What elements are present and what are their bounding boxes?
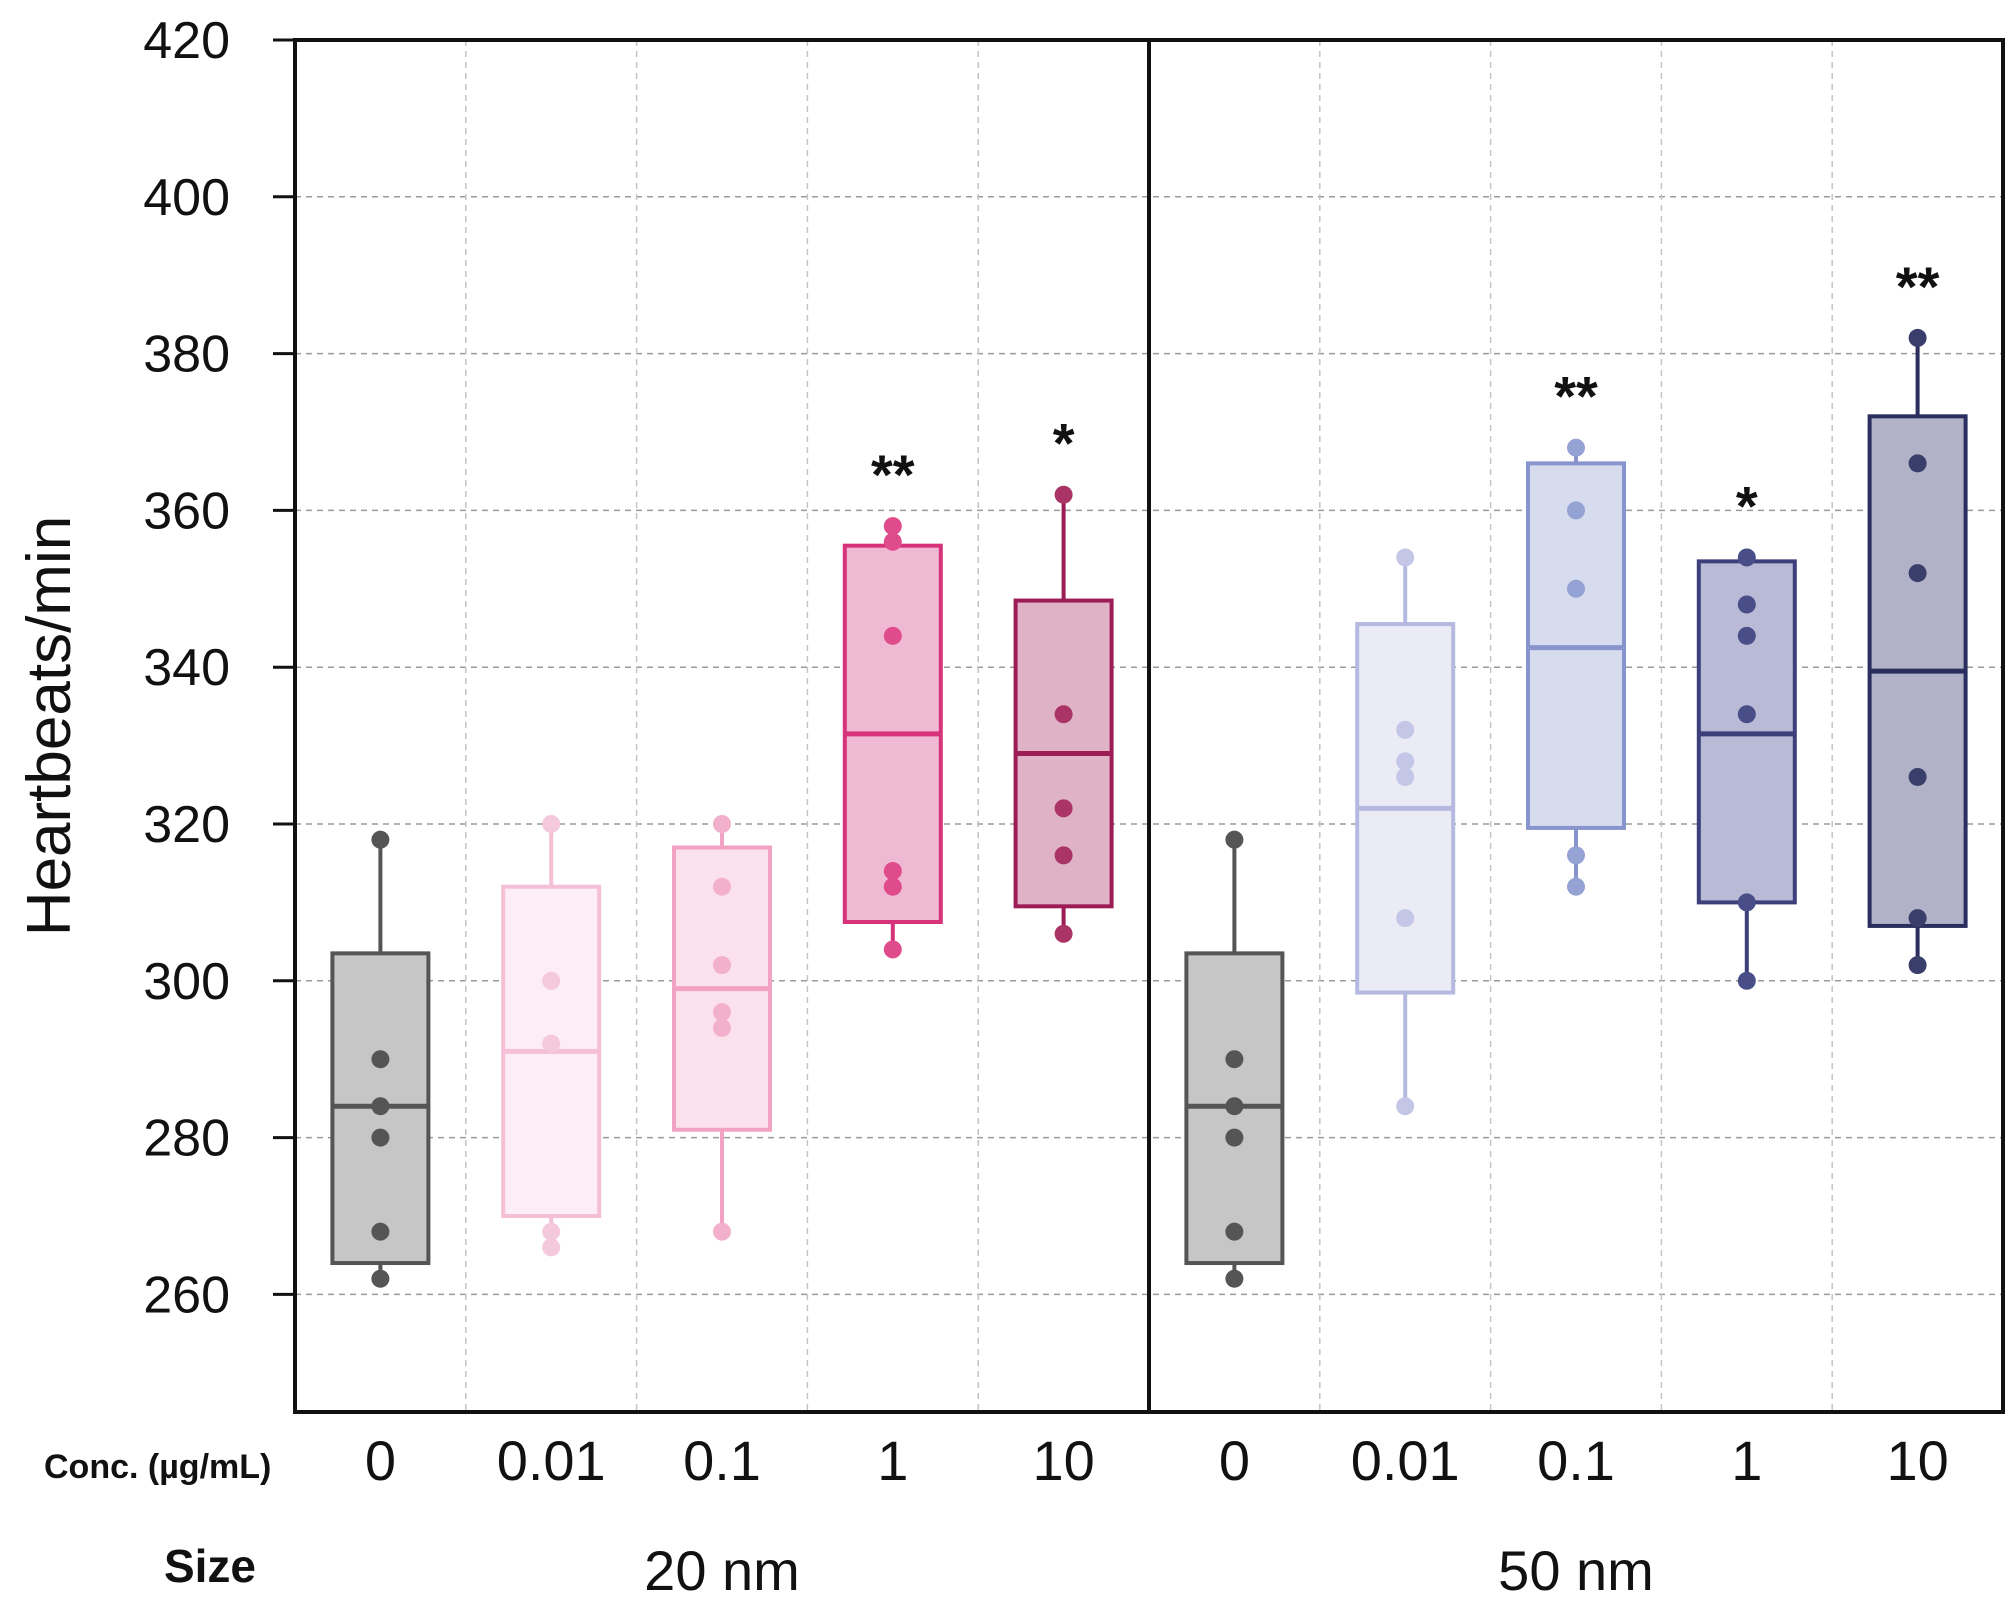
- data-point: [542, 1238, 561, 1257]
- data-point: [1396, 767, 1415, 786]
- data-point: [1396, 1097, 1415, 1116]
- y-tick-label: 280: [143, 1110, 230, 1168]
- data-point: [1567, 877, 1585, 896]
- data-point: [371, 830, 390, 849]
- y-axis-label: Heartbeats/min: [15, 516, 84, 936]
- y-tick-label: 360: [143, 482, 230, 540]
- data-point: [1737, 971, 1756, 990]
- data-point: [1737, 893, 1756, 912]
- size-row-label: Size: [164, 1540, 256, 1592]
- data-point: [1908, 909, 1927, 928]
- y-tick-label: 340: [143, 639, 230, 697]
- data-point: [1908, 454, 1927, 473]
- data-point: [371, 1222, 390, 1241]
- data-point: [1908, 328, 1927, 347]
- data-point: [1054, 799, 1073, 818]
- data-point: [713, 1003, 731, 1022]
- data-point: [1396, 909, 1415, 928]
- data-point: [1567, 501, 1585, 520]
- y-tick-label: 400: [143, 169, 230, 227]
- data-point: [1225, 1269, 1244, 1288]
- data-point: [542, 1034, 561, 1053]
- data-point: [542, 1222, 561, 1241]
- data-point: [1567, 438, 1585, 457]
- data-point: [1225, 1097, 1244, 1116]
- data-point: [1054, 924, 1073, 943]
- data-point: [371, 1269, 390, 1288]
- data-point: [1908, 956, 1927, 975]
- conc-tick-label: 1: [877, 1429, 908, 1492]
- data-point: [1567, 579, 1585, 598]
- data-point: [1054, 705, 1073, 724]
- data-point: [542, 815, 561, 833]
- y-tick-label: 260: [143, 1266, 230, 1324]
- data-point: [713, 815, 731, 833]
- conc-tick-label: 0.1: [683, 1429, 761, 1492]
- data-point: [1908, 564, 1927, 583]
- size-group-label: 20 nm: [644, 1539, 800, 1601]
- data-point: [883, 532, 902, 551]
- y-tick-label: 380: [143, 326, 230, 384]
- data-point: [883, 626, 902, 645]
- data-point: [542, 971, 561, 990]
- data-point: [1737, 595, 1756, 614]
- data-point: [1737, 705, 1756, 724]
- data-point: [1567, 846, 1585, 865]
- conc-tick-label: 0.1: [1537, 1429, 1615, 1492]
- data-point: [1737, 626, 1756, 645]
- data-point: [713, 1018, 731, 1037]
- data-point: [1737, 548, 1756, 567]
- data-point: [713, 877, 731, 896]
- data-point: [1225, 830, 1244, 849]
- significance-label: **: [871, 443, 915, 506]
- significance-label: *: [1053, 412, 1075, 475]
- y-tick-label: 300: [143, 953, 230, 1011]
- significance-label: *: [1736, 474, 1758, 537]
- data-point: [1225, 1222, 1244, 1241]
- data-point: [1054, 485, 1073, 504]
- conc-tick-label: 10: [1032, 1429, 1094, 1492]
- size-group-label: 50 nm: [1498, 1539, 1654, 1601]
- conc-tick-label: 0: [1219, 1429, 1250, 1492]
- data-point: [1908, 767, 1927, 786]
- conc-tick-label: 0.01: [497, 1429, 606, 1492]
- data-point: [883, 517, 902, 536]
- y-tick-label: 420: [143, 12, 230, 70]
- data-point: [1225, 1050, 1244, 1069]
- data-point: [1054, 846, 1073, 865]
- data-point: [371, 1050, 390, 1069]
- data-point: [1396, 720, 1415, 739]
- y-tick-label: 320: [143, 796, 230, 854]
- data-point: [1396, 548, 1415, 567]
- conc-tick-label: 0: [365, 1429, 396, 1492]
- conc-row-label: Conc. (µg/mL): [44, 1448, 271, 1486]
- data-point: [883, 877, 902, 896]
- data-point: [883, 940, 902, 959]
- plot-frame: [293, 38, 2005, 1414]
- data-point: [1396, 752, 1415, 771]
- data-point: [883, 862, 902, 881]
- data-point: [713, 956, 731, 975]
- data-point: [713, 1222, 731, 1241]
- data-point: [1225, 1128, 1244, 1147]
- data-point: [371, 1128, 390, 1147]
- conc-tick-label: 10: [1886, 1429, 1948, 1492]
- conc-tick-label: 1: [1731, 1429, 1762, 1492]
- significance-label: **: [1554, 365, 1598, 428]
- significance-label: **: [1896, 255, 1940, 318]
- data-point: [371, 1097, 390, 1116]
- conc-tick-label: 0.01: [1351, 1429, 1460, 1492]
